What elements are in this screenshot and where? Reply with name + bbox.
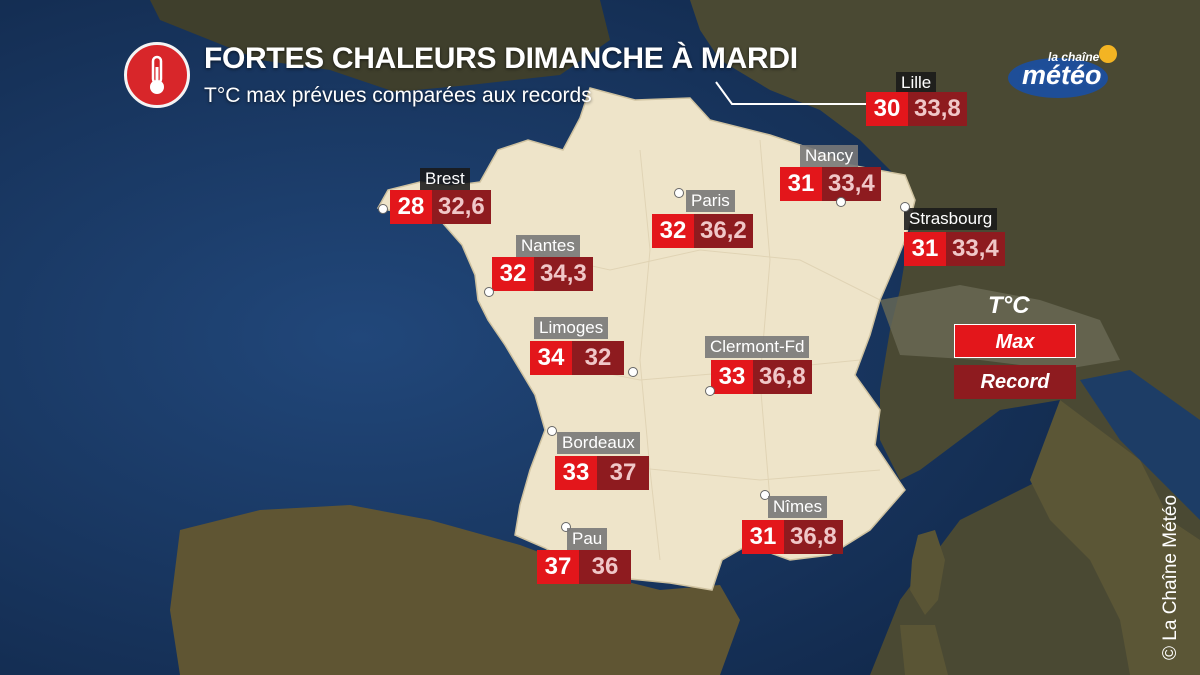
- city-dot: [378, 204, 388, 214]
- temp-max: 33: [711, 360, 753, 394]
- temp-record: 37: [597, 456, 649, 490]
- britain-land: [150, 0, 610, 92]
- city-name: Brest: [420, 168, 470, 190]
- temp-record: 32,6: [432, 190, 491, 224]
- city-dot: [484, 287, 494, 297]
- thermometer-icon: [124, 42, 190, 108]
- temp-record: 36,2: [694, 214, 753, 248]
- adriatic-sea: [1080, 370, 1200, 520]
- city-dot: [760, 490, 770, 500]
- city-name: Pau: [567, 528, 608, 550]
- legend: T°C Max Record: [954, 292, 1078, 402]
- city-dot: [836, 197, 846, 207]
- temp-record: 32: [572, 341, 624, 375]
- city-name: Bordeaux: [557, 432, 640, 454]
- city-name: Lille: [896, 72, 937, 94]
- lille-callout-line: [715, 81, 866, 105]
- temp-max: 31: [780, 167, 822, 201]
- temp-max: 28: [390, 190, 432, 224]
- legend-title: T°C: [988, 292, 1030, 319]
- city-dot: [547, 426, 557, 436]
- la-chaine-meteo-logo: la chaîne météo: [1008, 44, 1118, 102]
- legend-record: Record: [954, 365, 1076, 399]
- temp-max: 34: [530, 341, 572, 375]
- temp-record: 33,4: [946, 232, 1005, 266]
- city-dot: [674, 188, 684, 198]
- temp-record: 36,8: [784, 520, 843, 554]
- logo-line2: météo: [1022, 60, 1102, 90]
- temp-record: 36,8: [753, 360, 812, 394]
- city-name: Paris: [686, 190, 735, 212]
- temp-max: 31: [904, 232, 946, 266]
- page-subtitle: T°C max prévues comparées aux records: [204, 84, 592, 107]
- temp-max: 30: [866, 92, 908, 126]
- city-name: Limoges: [534, 317, 609, 339]
- temp-max: 37: [537, 550, 579, 584]
- city-name: Nancy: [800, 145, 859, 167]
- copyright: © La Chaîne Météo: [1160, 494, 1181, 660]
- city-dot: [705, 386, 715, 396]
- temp-max: 33: [555, 456, 597, 490]
- temp-max: 31: [742, 520, 784, 554]
- city-dot: [561, 522, 571, 532]
- temp-record: 34,3: [534, 257, 593, 291]
- city-name: Clermont-Fd: [705, 336, 810, 358]
- city-dot: [628, 367, 638, 377]
- logo-line1: la chaîne: [1048, 50, 1100, 64]
- temp-record: 36: [579, 550, 631, 584]
- legend-max: Max: [954, 324, 1076, 358]
- city-name: Strasbourg: [904, 208, 998, 230]
- temp-max: 32: [492, 257, 534, 291]
- temp-record: 33,8: [908, 92, 967, 126]
- temp-record: 33,4: [822, 167, 881, 201]
- iberia-land: [170, 505, 740, 675]
- page-title: FORTES CHALEURS DIMANCHE À MARDI: [204, 42, 798, 75]
- sardinia-land: [900, 625, 948, 675]
- city-name: Nîmes: [768, 496, 828, 518]
- corsica-land: [910, 530, 945, 615]
- italy-land: [1030, 400, 1200, 675]
- city-dot: [900, 202, 910, 212]
- temp-max: 32: [652, 214, 694, 248]
- city-name: Nantes: [516, 235, 580, 257]
